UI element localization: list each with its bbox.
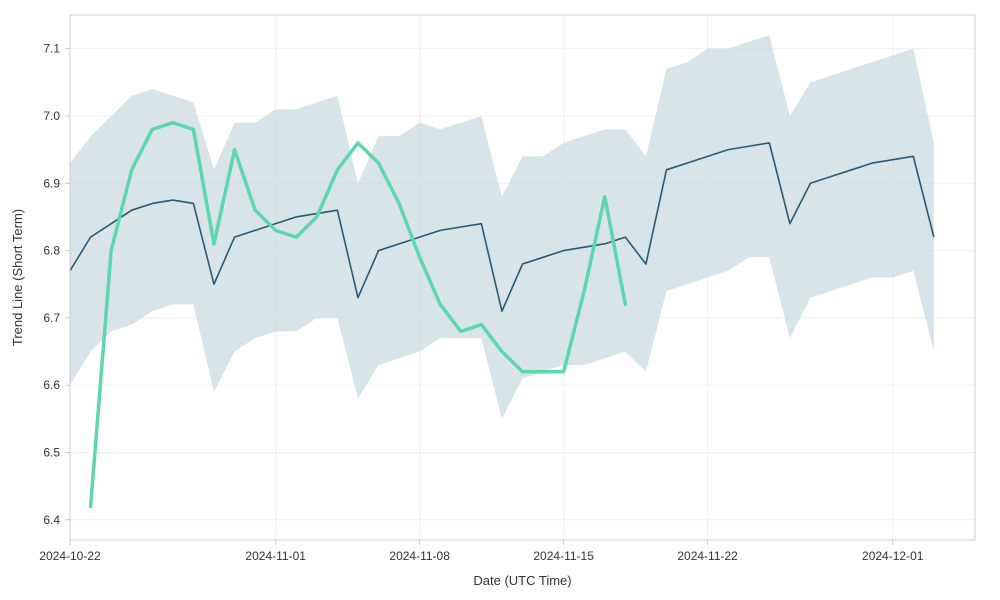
y-tick-label: 6.5 bbox=[43, 446, 60, 460]
y-tick-label: 6.8 bbox=[43, 244, 60, 258]
chart-svg: 6.4 6.5 6.6 6.7 6.8 6.9 7.0 7.1 2024-10-22 2024-1… bbox=[0, 0, 1000, 600]
x-tick-label: 2024-12-01 bbox=[862, 549, 924, 563]
x-tick-label: 2024-10-22 bbox=[39, 549, 101, 563]
x-tick-label: 2024-11-15 bbox=[533, 549, 594, 563]
y-tick-label: 6.4 bbox=[43, 513, 60, 527]
y-tick-label: 7.0 bbox=[43, 109, 60, 123]
x-tick-label: 2024-11-08 bbox=[389, 549, 450, 563]
y-tick-label: 6.9 bbox=[43, 176, 60, 190]
y-tick-label: 6.7 bbox=[43, 311, 60, 325]
y-tick-label: 6.6 bbox=[43, 378, 60, 392]
x-tick-label: 2024-11-01 bbox=[245, 549, 306, 563]
x-axis-label: Date (UTC Time) bbox=[473, 573, 571, 588]
x-tick-label: 2024-11-22 bbox=[677, 549, 738, 563]
y-axis-label: Trend Line (Short Term) bbox=[10, 209, 25, 346]
trend-chart: 6.4 6.5 6.6 6.7 6.8 6.9 7.0 7.1 2024-10-22 2024-1… bbox=[0, 0, 1000, 600]
y-tick-label: 7.1 bbox=[43, 42, 60, 56]
